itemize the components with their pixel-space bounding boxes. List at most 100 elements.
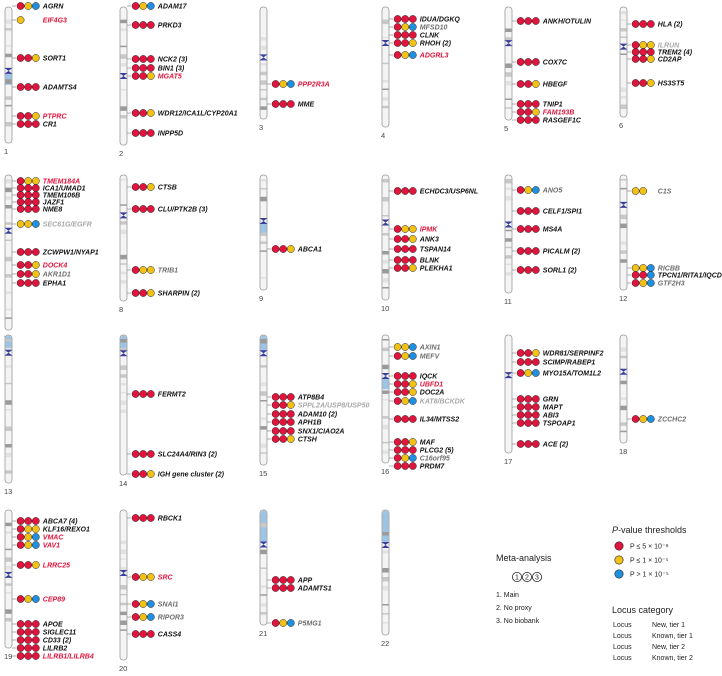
cytoband — [505, 195, 512, 201]
pvalue-dot-red — [408, 187, 417, 195]
pvalue-dot-red — [31, 628, 40, 636]
locus-vav1: VAV1 — [12, 541, 60, 550]
locus-kat8-bckdk: KAT8/BCKDK — [389, 397, 466, 406]
pvalue-dot-yellow — [639, 279, 648, 287]
pvalue-dot-red — [131, 470, 140, 478]
chromosome-18: 18 ZCCHC2 — [619, 334, 686, 456]
cytoband — [505, 63, 512, 68]
chromosome-number-22: 22 — [381, 639, 389, 648]
cytoband — [260, 400, 267, 402]
locus-axin1: AXIN1 — [389, 343, 441, 352]
locus-wdr81-serpinf2: WDR81/SERPINF2 — [512, 349, 604, 358]
pvalue-dot-red — [24, 248, 33, 256]
pvalue-dot-red — [16, 628, 25, 636]
legend-meta-item-3: 3. No biobank — [496, 618, 540, 625]
pvalue-dot-red — [24, 517, 33, 525]
pvalue-dot-blue — [408, 454, 417, 462]
pvalue-dot-yellow — [146, 109, 155, 117]
pvalue-dot-red — [16, 205, 25, 213]
locus-label: MAF — [420, 440, 436, 447]
pvalue-dot-red — [279, 100, 288, 108]
meta-circle-label: 1 — [515, 574, 519, 581]
chromosome-number-11: 11 — [504, 297, 512, 306]
cytoband — [5, 308, 12, 311]
locus-label: CASS4 — [158, 632, 181, 639]
cytoband — [382, 416, 389, 419]
pvalue-dot-yellow — [524, 186, 533, 194]
locus-scimp-rabep1: SCIMP/RABEP1 — [512, 358, 595, 367]
locus-rbck1: RBCK1 — [127, 514, 182, 523]
pvalue-dot-red — [131, 21, 140, 29]
cytoband — [120, 204, 127, 206]
pvalue-dot-red — [16, 533, 25, 541]
pvalue-dot-red — [408, 462, 417, 470]
pvalue-dot-red — [271, 435, 280, 443]
locus-il34-mtss2: IL34/MTSS2 — [389, 415, 459, 424]
pvalue-dot-red — [401, 245, 410, 253]
cytoband — [120, 567, 127, 570]
cytoband — [5, 104, 12, 107]
pvalue-dot-red — [131, 573, 140, 581]
pvalue-dot-red — [31, 198, 40, 206]
legend-dot-blue — [614, 569, 624, 579]
locus-snx1-ciao2a: SNX1/CIAO2A — [267, 427, 344, 436]
centromere — [259, 350, 268, 354]
pvalue-dot-red — [146, 129, 155, 137]
locus-fermt2: FERMT2 — [127, 390, 186, 399]
locus-agrn: AGRN — [12, 2, 64, 11]
centromere — [381, 43, 390, 46]
locus-trib1: TRIB1 — [127, 266, 178, 275]
cytoband — [260, 97, 267, 101]
cytoband — [5, 19, 12, 25]
pvalue-dot-red — [516, 225, 525, 233]
pvalue-dot-red — [286, 393, 295, 401]
pvalue-dot-red — [401, 446, 410, 454]
cytoband — [620, 259, 627, 263]
cytoband — [505, 229, 512, 232]
cytoband — [505, 179, 512, 184]
pvalue-dot-yellow — [401, 352, 410, 360]
cytoband — [260, 443, 267, 449]
pvalue-dot-yellow — [408, 264, 417, 272]
cytoband — [120, 106, 127, 111]
pvalue-dot-yellow — [31, 525, 40, 533]
cytoband — [620, 96, 627, 99]
pvalue-dot-blue — [531, 186, 540, 194]
locus-adamts4: ADAMTS4 — [12, 83, 77, 92]
centromere — [504, 375, 513, 379]
locus-ptprc: PTPRC — [12, 112, 67, 121]
centromere — [504, 221, 513, 225]
chromosome-17: 17 WDR81/SERPINF2 SCIMP/RABEP1 MYO15A/TOM1L… — [504, 334, 604, 466]
cytoband — [120, 558, 127, 560]
chromosome-number-12: 12 — [619, 294, 627, 303]
pvalue-dot-red — [639, 55, 648, 63]
locus-label: DOC2A — [420, 390, 445, 397]
pvalue-dot-red — [31, 279, 40, 287]
cytoband — [620, 430, 627, 433]
pvalue-dot-blue — [408, 352, 417, 360]
pvalue-dot-yellow — [401, 225, 410, 233]
locus-label: IL34/MTSS2 — [420, 417, 459, 424]
pvalue-dot-yellow — [146, 470, 155, 478]
pvalue-dot-red — [516, 186, 525, 194]
pvalue-dot-red — [524, 58, 533, 66]
cytoband — [120, 593, 127, 596]
pvalue-dot-red — [524, 358, 533, 366]
locus-mefv: MEFV — [389, 352, 441, 361]
cytoband — [620, 179, 627, 181]
pvalue-dot-red — [271, 401, 280, 409]
pvalue-dot-yellow — [401, 343, 410, 351]
pvalue-dot-red — [286, 410, 295, 418]
pvalue-dot-red — [401, 462, 410, 470]
pvalue-dot-yellow — [408, 39, 417, 47]
pvalue-dot-red — [393, 51, 402, 59]
pvalue-dot-red — [393, 264, 402, 272]
cytoband — [260, 417, 267, 420]
cytoband — [505, 255, 512, 259]
pvalue-dot-red — [131, 183, 140, 191]
pvalue-dot-red — [31, 652, 40, 660]
cytoband — [120, 221, 127, 225]
locus-label: RBCK1 — [158, 516, 182, 523]
locus-ripor3: RIPOR3 — [127, 613, 184, 622]
